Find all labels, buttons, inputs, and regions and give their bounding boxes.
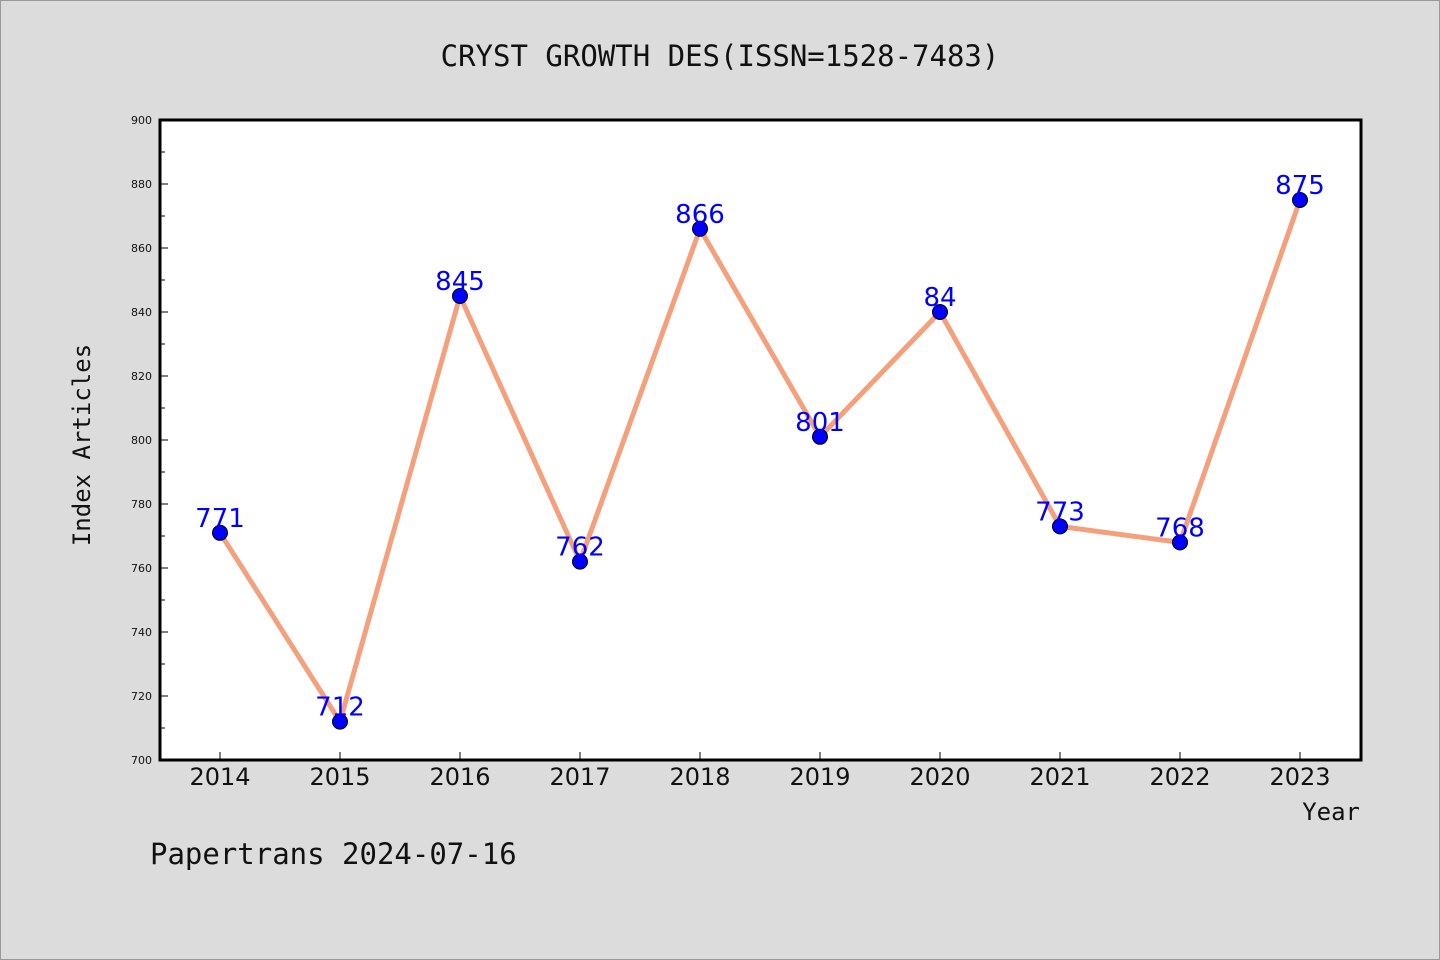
x-axis-title: Year [1302, 798, 1360, 826]
data-point [332, 713, 348, 730]
y-axis: 700 720 740 760 780 800 820 840 860 880 900 [131, 114, 168, 767]
series-line [217, 199, 1303, 725]
data-label-group: 771 712 845 762 866 801 84 773 768 875 [195, 171, 1325, 723]
y-tick-label: 820 [131, 370, 152, 383]
data-point [812, 428, 828, 445]
data-label: 866 [675, 200, 725, 230]
x-tick-label: 2020 [909, 763, 970, 791]
y-tick-label: 800 [131, 434, 152, 447]
data-point [1172, 534, 1188, 551]
y-tick-label: 880 [131, 178, 152, 191]
y-tick-label: 760 [131, 562, 152, 575]
plot-area [158, 118, 1363, 762]
data-point [452, 288, 468, 304]
data-point [1292, 192, 1308, 208]
x-tick-label: 2014 [189, 763, 250, 791]
x-tick-label: 2016 [429, 763, 490, 791]
series-line-group [212, 192, 1308, 730]
footer-credit: Papertrans 2024-07-16 [150, 837, 517, 871]
y-tick-label: 740 [131, 626, 152, 639]
data-label: 845 [435, 267, 485, 297]
x-tick-label: 2018 [669, 763, 730, 791]
x-tick-label: 2017 [549, 763, 610, 791]
data-point [1052, 518, 1068, 535]
x-tick-label: 2021 [1029, 763, 1090, 791]
x-tick-label: 2022 [1149, 763, 1210, 791]
y-tick-label: 720 [131, 690, 152, 703]
data-point [572, 553, 588, 570]
data-label: 771 [195, 504, 245, 534]
y-tick-label: 840 [131, 306, 152, 319]
data-label: 768 [1155, 513, 1205, 543]
x-axis: 2014 2015 2016 2017 2018 2019 2020 2021 2022 2023 [189, 752, 1331, 791]
data-point [692, 220, 708, 237]
data-label: 875 [1275, 171, 1325, 201]
y-tick-label: 700 [131, 754, 152, 767]
chart-title: CRYST GROWTH DES(ISSN=1528-7483) [441, 39, 1000, 73]
y-tick-label: 780 [131, 498, 152, 511]
y-tick-label: 860 [131, 242, 152, 255]
x-tick-label: 2023 [1269, 763, 1330, 791]
y-tick-label: 900 [131, 114, 152, 127]
data-label: 712 [315, 693, 365, 723]
x-tick-label: 2015 [309, 763, 370, 791]
data-label: 84 [923, 283, 956, 313]
y-axis-title: Index Articles [68, 344, 96, 546]
data-label: 801 [795, 408, 845, 438]
data-point [212, 524, 228, 541]
x-tick-label: 2019 [789, 763, 850, 791]
data-label: 773 [1035, 497, 1085, 527]
data-point [932, 304, 948, 320]
data-label: 762 [555, 533, 605, 563]
